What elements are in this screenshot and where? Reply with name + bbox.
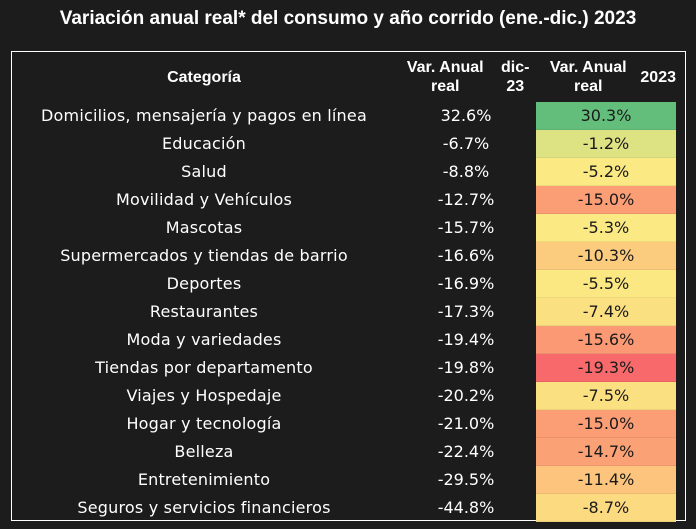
category-cell: Hogar y tecnología xyxy=(126,414,282,433)
category-cell: Viajes y Hospedaje xyxy=(126,386,282,405)
dic23-value-cell: -16.9% xyxy=(437,274,495,293)
dic23-value-cell: -44.8% xyxy=(437,498,495,517)
year2023-value-cell: -8.7% xyxy=(536,494,676,522)
table-row: Educación -6.7% -1.2% xyxy=(12,130,684,158)
dic23-value-cell: 32.6% xyxy=(440,106,492,125)
category-cell: Restaurantes xyxy=(149,302,259,321)
category-cell: Educación xyxy=(162,134,246,153)
year2023-value-cell: -7.4% xyxy=(536,298,676,326)
table-row: Salud -8.8% -5.2% xyxy=(12,158,684,186)
dic23-value-cell: -29.5% xyxy=(437,470,495,489)
dic23-value-cell: -20.2% xyxy=(437,386,495,405)
year2023-value-cell: -14.7% xyxy=(536,438,676,466)
table-row: Supermercados y tiendas de barrio -16.6% -… xyxy=(12,242,684,270)
dic23-value-cell: -19.8% xyxy=(437,358,495,377)
year2023-value-cell: 30.3% xyxy=(536,102,676,130)
table-row: Mascotas -15.7% -5.3% xyxy=(12,214,684,242)
category-cell: Deportes xyxy=(166,274,242,293)
category-cell: Tiendas por departamento xyxy=(95,358,313,377)
year2023-value-cell: -1.2% xyxy=(536,130,676,158)
table-row: Seguros y servicios financieros -44.8% -8.… xyxy=(12,494,684,522)
dic23-value-cell: -16.6% xyxy=(437,246,495,265)
year2023-value-cell: -15.6% xyxy=(536,326,676,354)
category-cell: Movilidad y Vehículos xyxy=(116,190,292,209)
year2023-value-cell: -15.0% xyxy=(536,410,676,438)
dic23-value-cell: -21.0% xyxy=(437,414,495,433)
table-row: Tiendas por departamento -19.8% -19.3% xyxy=(12,354,684,382)
category-cell: Supermercados y tiendas de barrio xyxy=(60,246,348,265)
category-cell: Moda y variedades xyxy=(126,330,282,349)
category-cell: Salud xyxy=(181,162,227,181)
table-row: Movilidad y Vehículos -12.7% -15.0% xyxy=(12,186,684,214)
category-cell: Entretenimiento xyxy=(137,470,271,489)
dic23-value-cell: -19.4% xyxy=(437,330,495,349)
dic23-value-cell: -12.7% xyxy=(437,190,495,209)
year2023-value-cell: -19.3% xyxy=(536,354,676,382)
dic23-value-cell: -8.8% xyxy=(442,162,490,181)
table-row: Restaurantes -17.3% -7.4% xyxy=(12,298,684,326)
category-cell: Domicilios, mensajería y pagos en línea xyxy=(41,106,367,125)
header-dic23: Var. Anual real dic-23 xyxy=(406,59,530,95)
year2023-value-cell: -5.3% xyxy=(536,214,676,242)
table-row: Deportes -16.9% -5.5% xyxy=(12,270,684,298)
table-row: Domicilios, mensajería y pagos en línea 3… xyxy=(12,102,684,130)
year2023-value-cell: -5.2% xyxy=(536,158,676,186)
table-row: Belleza -22.4% -14.7% xyxy=(12,438,684,466)
year2023-value-cell: -7.5% xyxy=(536,382,676,410)
category-cell: Seguros y servicios financieros xyxy=(77,498,331,517)
dic23-value-cell: -15.7% xyxy=(437,218,495,237)
category-cell: Belleza xyxy=(174,442,234,461)
table-row: Entretenimiento -29.5% -11.4% xyxy=(12,466,684,494)
dic23-value-cell: -22.4% xyxy=(437,442,495,461)
data-table: Categoría Var. Anual real dic-23 Var. Anu… xyxy=(11,51,686,522)
table-header: Categoría Var. Anual real dic-23 Var. Anu… xyxy=(12,52,684,102)
header-category: Categoría xyxy=(167,68,241,86)
dic23-value-cell: -17.3% xyxy=(437,302,495,321)
table-row: Hogar y tecnología -21.0% -15.0% xyxy=(12,410,684,438)
year2023-value-cell: -15.0% xyxy=(536,186,676,214)
table-row: Viajes y Hospedaje -20.2% -7.5% xyxy=(12,382,684,410)
table-row: Moda y variedades -19.4% -15.6% xyxy=(12,326,684,354)
table-body: Domicilios, mensajería y pagos en línea 3… xyxy=(12,102,684,522)
category-cell: Mascotas xyxy=(165,218,243,237)
year2023-value-cell: -5.5% xyxy=(536,270,676,298)
chart-title: Variación anual real* del consumo y año … xyxy=(59,8,637,29)
year2023-value-cell: -10.3% xyxy=(536,242,676,270)
year2023-value-cell: -11.4% xyxy=(536,466,676,494)
header-year2023: Var. Anual real 2023 xyxy=(549,59,676,95)
dic23-value-cell: -6.7% xyxy=(442,134,490,153)
